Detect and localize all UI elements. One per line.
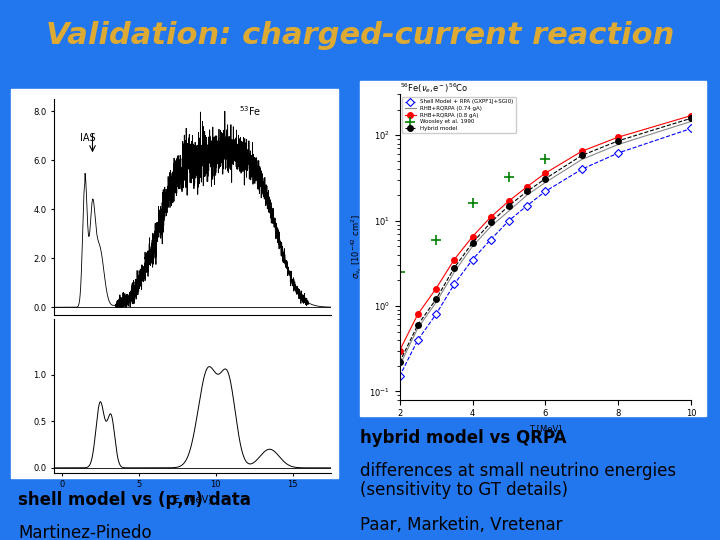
Woosley et al. 1990 bbox=[541, 156, 550, 163]
RHB+RQRPA (0.74 gA) bbox=[468, 243, 477, 249]
RHB+RQRPA (0.74 gA) bbox=[505, 207, 513, 214]
RHB+RQRPA (0.74 gA) bbox=[523, 192, 531, 198]
Woosley et al. 1990 bbox=[505, 174, 513, 181]
RHB+RQRPA (0.8 gA) bbox=[505, 198, 513, 204]
RHB+RQRPA (0.8 gA) bbox=[577, 148, 586, 154]
Hybrid model bbox=[523, 188, 531, 194]
Text: Validation: charged-current reaction: Validation: charged-current reaction bbox=[46, 21, 674, 50]
Shell Model + RPA (GXPF1J+SGI0) bbox=[687, 125, 696, 132]
Text: shell model vs (p,n) data: shell model vs (p,n) data bbox=[18, 491, 251, 509]
RHB+RQRPA (0.74 gA) bbox=[687, 118, 696, 125]
RHB+RQRPA (0.74 gA) bbox=[432, 299, 441, 306]
Legend: Shell Model + RPA (GXPF1J+SGI0), RHB+RQRPA (0.74 gA), RHB+RQRPA (0.8 gA), Woosle: Shell Model + RPA (GXPF1J+SGI0), RHB+RQR… bbox=[402, 97, 516, 133]
Shell Model + RPA (GXPF1J+SGI0) bbox=[468, 256, 477, 263]
Shell Model + RPA (GXPF1J+SGI0) bbox=[395, 373, 404, 380]
Woosley et al. 1990 bbox=[432, 237, 441, 243]
Shell Model + RPA (GXPF1J+SGI0) bbox=[541, 188, 550, 194]
Hybrid model bbox=[432, 296, 441, 302]
Hybrid model bbox=[687, 115, 696, 122]
Hybrid model bbox=[413, 322, 422, 328]
RHB+RQRPA (0.8 gA) bbox=[413, 311, 422, 318]
RHB+RQRPA (0.8 gA) bbox=[468, 233, 477, 240]
Text: $^{56}$Fe($\nu_e$,e$^-$)$^{56}$Co: $^{56}$Fe($\nu_e$,e$^-$)$^{56}$Co bbox=[400, 80, 468, 94]
Shell Model + RPA (GXPF1J+SGI0) bbox=[523, 202, 531, 209]
RHB+RQRPA (0.8 gA) bbox=[432, 285, 441, 292]
Hybrid model bbox=[505, 202, 513, 209]
Text: Martinez-Pinedo: Martinez-Pinedo bbox=[18, 524, 152, 540]
Hybrid model bbox=[395, 359, 404, 366]
Text: (sensitivity to GT details): (sensitivity to GT details) bbox=[360, 481, 568, 498]
Hybrid model bbox=[487, 219, 495, 226]
X-axis label: E (MeV): E (MeV) bbox=[174, 495, 212, 505]
RHB+RQRPA (0.74 gA) bbox=[487, 224, 495, 230]
RHB+RQRPA (0.8 gA) bbox=[614, 134, 623, 140]
Text: $^{53}$Fe: $^{53}$Fe bbox=[239, 104, 261, 118]
Line: Shell Model + RPA (GXPF1J+SGI0): Shell Model + RPA (GXPF1J+SGI0) bbox=[397, 126, 694, 379]
Shell Model + RPA (GXPF1J+SGI0) bbox=[487, 237, 495, 243]
Hybrid model bbox=[450, 265, 459, 271]
Woosley et al. 1990 bbox=[395, 269, 404, 275]
X-axis label: T [MeV]: T [MeV] bbox=[529, 424, 562, 433]
RHB+RQRPA (0.74 gA) bbox=[577, 156, 586, 163]
RHB+RQRPA (0.8 gA) bbox=[523, 184, 531, 190]
RHB+RQRPA (0.8 gA) bbox=[541, 170, 550, 177]
FancyBboxPatch shape bbox=[11, 89, 338, 478]
Line: RHB+RQRPA (0.8 gA): RHB+RQRPA (0.8 gA) bbox=[397, 113, 694, 353]
Hybrid model bbox=[577, 152, 586, 159]
RHB+RQRPA (0.8 gA) bbox=[450, 256, 459, 263]
Y-axis label: $\sigma_{\nu_e}$ [10$^{-42}$ cm$^2$]: $\sigma_{\nu_e}$ [10$^{-42}$ cm$^2$] bbox=[348, 214, 364, 280]
Text: IAS: IAS bbox=[80, 132, 96, 143]
Text: Paar, Marketin, Vretenar: Paar, Marketin, Vretenar bbox=[360, 516, 562, 534]
RHB+RQRPA (0.74 gA) bbox=[450, 269, 459, 275]
RHB+RQRPA (0.74 gA) bbox=[614, 141, 623, 147]
RHB+RQRPA (0.8 gA) bbox=[395, 347, 404, 354]
RHB+RQRPA (0.74 gA) bbox=[413, 325, 422, 332]
Woosley et al. 1990 bbox=[468, 200, 477, 206]
Shell Model + RPA (GXPF1J+SGI0) bbox=[577, 166, 586, 172]
Line: Woosley et al. 1990: Woosley et al. 1990 bbox=[395, 154, 550, 277]
Text: differences at small neutrino energies: differences at small neutrino energies bbox=[360, 462, 676, 480]
Shell Model + RPA (GXPF1J+SGI0) bbox=[432, 311, 441, 318]
RHB+RQRPA (0.8 gA) bbox=[687, 112, 696, 119]
RHB+RQRPA (0.74 gA) bbox=[395, 362, 404, 369]
Shell Model + RPA (GXPF1J+SGI0) bbox=[450, 281, 459, 287]
RHB+RQRPA (0.8 gA) bbox=[487, 214, 495, 220]
Shell Model + RPA (GXPF1J+SGI0) bbox=[505, 218, 513, 224]
Hybrid model bbox=[614, 138, 623, 144]
Shell Model + RPA (GXPF1J+SGI0) bbox=[413, 337, 422, 343]
Hybrid model bbox=[468, 240, 477, 246]
Hybrid model bbox=[541, 176, 550, 182]
Line: RHB+RQRPA (0.74 gA): RHB+RQRPA (0.74 gA) bbox=[400, 122, 691, 366]
Text: hybrid model vs QRPA: hybrid model vs QRPA bbox=[360, 429, 567, 447]
FancyBboxPatch shape bbox=[360, 81, 706, 416]
Shell Model + RPA (GXPF1J+SGI0) bbox=[614, 150, 623, 156]
Line: Hybrid model: Hybrid model bbox=[397, 116, 694, 365]
RHB+RQRPA (0.74 gA) bbox=[541, 179, 550, 186]
